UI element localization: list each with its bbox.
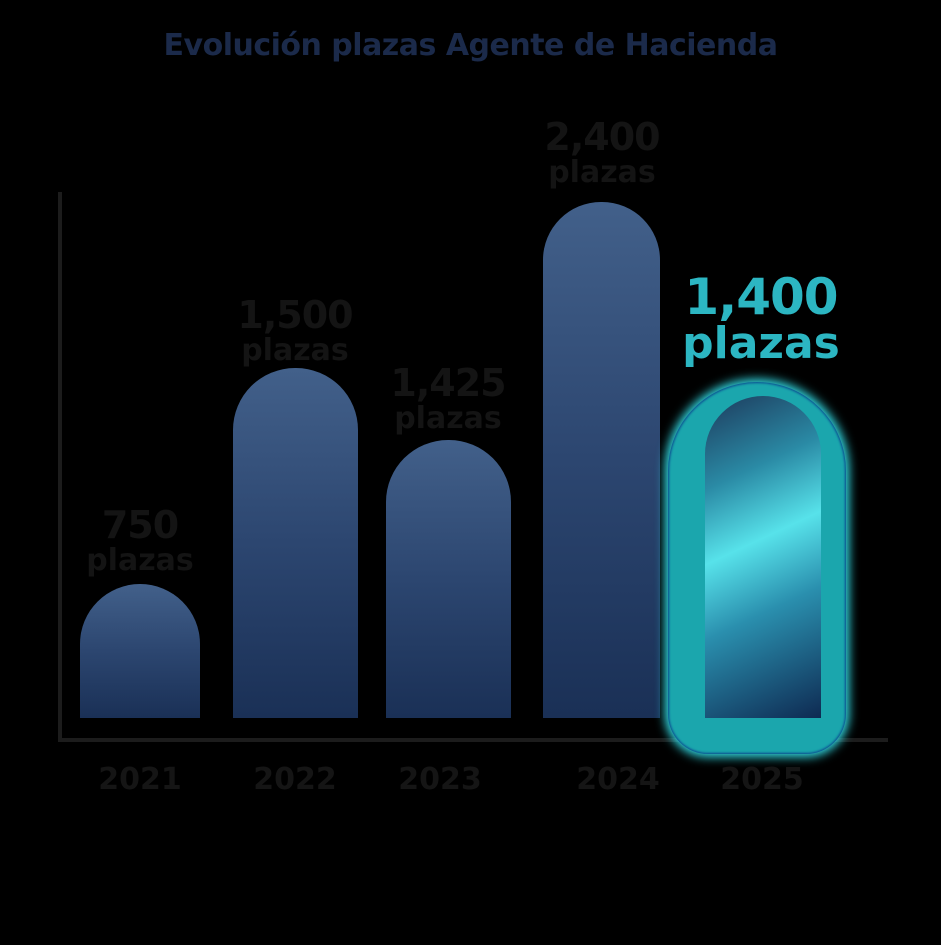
chart-title: Evolución plazas Agente de Hacienda (163, 28, 778, 63)
data-label-2024: 2,400 plazas (532, 118, 672, 188)
data-label-value: 1,500 (237, 293, 353, 337)
x-axis-line (58, 738, 888, 742)
bar-2025-highlighted (705, 396, 821, 718)
data-label-value: 1,400 (684, 268, 838, 326)
x-tick-2022: 2022 (253, 762, 337, 797)
x-tick-2025: 2025 (720, 762, 804, 797)
data-label-unit: plazas (682, 318, 840, 369)
data-label-value: 750 (101, 503, 179, 547)
data-label-2023: 1,425 plazas (378, 364, 518, 434)
data-label-unit: plazas (548, 155, 656, 190)
bar-2024 (543, 202, 660, 718)
data-label-unit: plazas (241, 333, 349, 368)
data-label-unit: plazas (394, 401, 502, 436)
data-label-unit: plazas (86, 543, 194, 578)
bar-2023 (386, 440, 511, 718)
data-label-2021: 750 plazas (70, 506, 210, 576)
bar-2022 (233, 368, 358, 718)
bar-2021 (80, 584, 200, 718)
x-tick-2024: 2024 (576, 762, 660, 797)
x-tick-2021: 2021 (98, 762, 182, 797)
data-label-value: 1,425 (390, 361, 506, 405)
data-label-2025-highlighted: 1,400 plazas (666, 272, 856, 366)
data-label-value: 2,400 (544, 115, 660, 159)
y-axis-line (58, 192, 62, 742)
data-label-2022: 1,500 plazas (225, 296, 365, 366)
x-tick-2023: 2023 (398, 762, 482, 797)
